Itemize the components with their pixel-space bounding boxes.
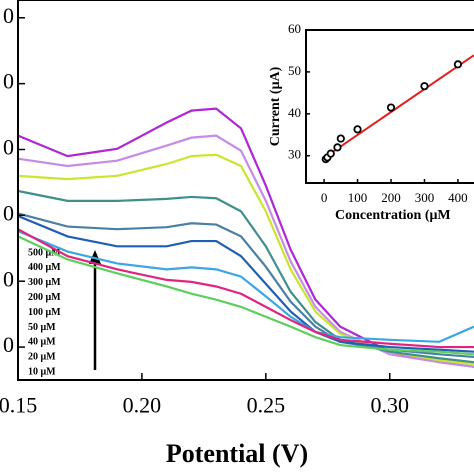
axes-frame — [17, 0, 474, 381]
legend-label: 10 μM — [28, 366, 56, 377]
y-tick-label: 30 — [288, 147, 301, 162]
curve — [17, 230, 474, 343]
point — [420, 82, 429, 91]
x-axis-label: Concentration (μM — [335, 208, 451, 223]
legend-label: 300 μM — [28, 277, 61, 288]
point — [453, 60, 463, 69]
legend-label: 500 μM — [28, 247, 61, 258]
point — [326, 149, 335, 158]
x-tick-label: 100 — [348, 190, 368, 205]
legend-label: 20 μM — [28, 352, 56, 363]
curve — [17, 235, 474, 356]
y-tick-label: 40 — [288, 105, 301, 120]
arrow-head — [89, 250, 101, 264]
curve — [17, 214, 474, 353]
legend-label: 40 μM — [28, 337, 56, 348]
legend-label: 200 μM — [28, 292, 61, 303]
curve — [17, 153, 474, 366]
y-tick-label: 50 — [288, 63, 301, 78]
x-tick-label: 0.30 — [370, 393, 409, 418]
curve — [17, 212, 474, 359]
x-tick-label: 0.15 — [0, 393, 37, 418]
point — [386, 103, 396, 112]
y-tick-label: 0 — [3, 3, 14, 28]
axes-frame — [305, 29, 474, 184]
point — [333, 143, 342, 152]
y-tick-label: 0 — [3, 135, 14, 160]
y-tick-label: 60 — [288, 21, 301, 36]
fit-line — [323, 54, 474, 159]
x-tick-label: 0.20 — [123, 393, 162, 418]
legend-label: 50 μM — [28, 322, 56, 333]
y-tick-label: 0 — [3, 69, 14, 94]
x-tick-label: 0 — [321, 190, 328, 205]
legend-label: 100 μM — [28, 307, 61, 318]
point — [353, 125, 362, 134]
x-tick-label: 400 — [448, 190, 468, 205]
x-tick-label: 200 — [381, 190, 401, 205]
y-tick-label: 0 — [3, 200, 14, 225]
x-tick-label: 0.25 — [247, 393, 286, 418]
point — [336, 134, 345, 143]
curve — [17, 228, 474, 349]
y-tick-label: 0 — [3, 332, 14, 357]
legend-label: 400 μM — [28, 262, 61, 273]
y-axis-label: Current (μA) — [268, 66, 283, 146]
x-axis-label: Potential (V) — [166, 439, 308, 468]
x-tick-label: 300 — [415, 190, 435, 205]
y-tick-label: 0 — [3, 266, 14, 291]
